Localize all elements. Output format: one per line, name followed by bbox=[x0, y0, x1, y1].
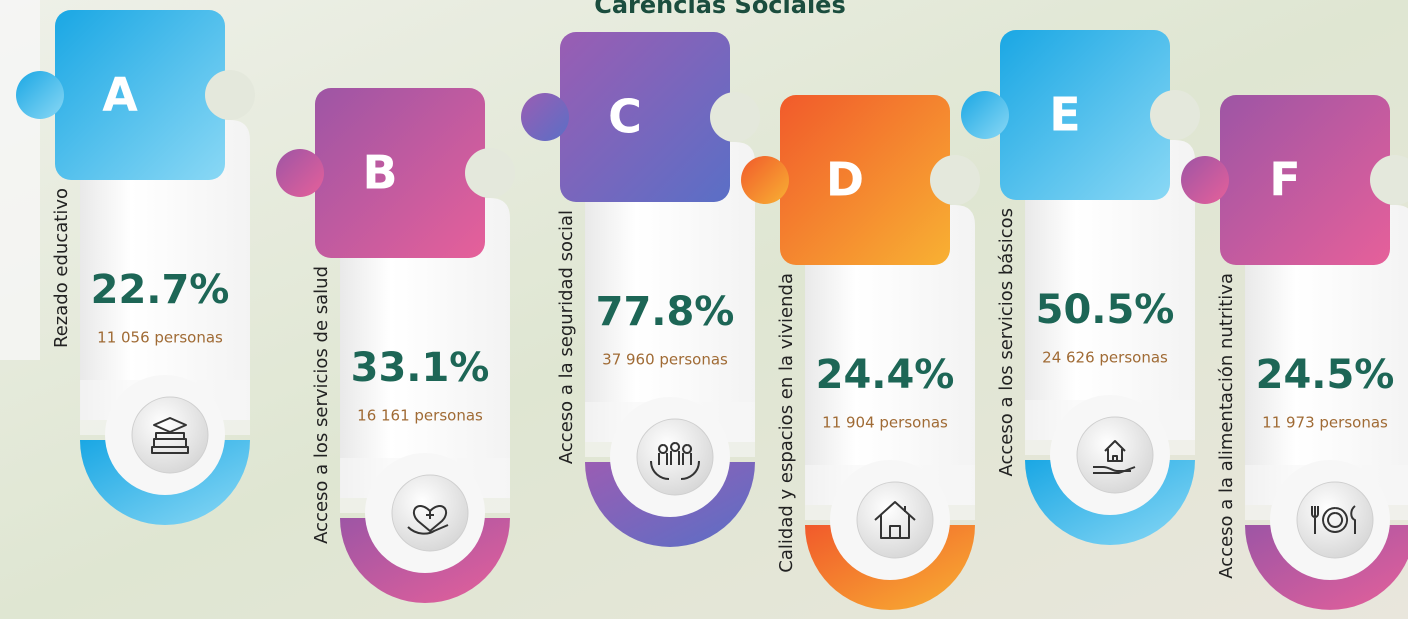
item-label: Acceso a la alimentación nutritiva bbox=[1216, 273, 1237, 579]
item-percent: 24.4% bbox=[816, 352, 955, 398]
item-people: 24 626 personas bbox=[1042, 349, 1168, 367]
card: B Acceso a los servicios de salud 33.1% 16 … bbox=[276, 88, 515, 603]
puzzle-knob bbox=[961, 91, 1009, 139]
puzzle-letter: A bbox=[102, 68, 138, 122]
item-label: Acceso a los servicios básicos bbox=[996, 208, 1017, 476]
puzzle-notch bbox=[205, 70, 255, 120]
puzzle-notch bbox=[930, 155, 980, 205]
icon-circle bbox=[857, 482, 933, 558]
puzzle-piece bbox=[560, 32, 730, 202]
puzzle-knob bbox=[16, 71, 64, 119]
item-percent: 33.1% bbox=[351, 345, 490, 391]
puzzle-letter: E bbox=[1049, 88, 1080, 142]
title: Carencias Sociales bbox=[594, 0, 846, 19]
item-percent: 77.8% bbox=[596, 289, 735, 335]
item-percent: 24.5% bbox=[1256, 352, 1395, 398]
puzzle-notch bbox=[1150, 90, 1200, 140]
puzzle-knob bbox=[741, 156, 789, 204]
item-label: Calidad y espacios en la vivienda bbox=[776, 273, 797, 573]
item-people: 37 960 personas bbox=[602, 351, 728, 369]
icon-circle bbox=[132, 397, 208, 473]
card: E Acceso a los servicios básicos 50.5% 24 6… bbox=[961, 30, 1200, 545]
puzzle-piece bbox=[1000, 30, 1170, 200]
puzzle-letter: F bbox=[1269, 153, 1300, 207]
puzzle-letter: C bbox=[608, 90, 642, 144]
item-percent: 50.5% bbox=[1036, 287, 1175, 333]
puzzle-knob bbox=[276, 149, 324, 197]
icon-circle bbox=[1297, 482, 1373, 558]
item-people: 11 973 personas bbox=[1262, 414, 1388, 432]
icon-circle bbox=[637, 419, 713, 495]
item-label: Acceso a la seguridad social bbox=[556, 210, 577, 464]
puzzle-letter: B bbox=[362, 146, 397, 200]
puzzle-notch bbox=[710, 92, 760, 142]
puzzle-piece bbox=[1220, 95, 1390, 265]
infographic: Carencias Sociales A Rezado educativo 22.7… bbox=[0, 0, 1408, 619]
puzzle-notch bbox=[465, 148, 515, 198]
puzzle-piece bbox=[780, 95, 950, 265]
item-label: Rezado educativo bbox=[51, 188, 72, 348]
puzzle-piece bbox=[55, 10, 225, 180]
card: D Calidad y espacios en la vivienda 24.4% 1… bbox=[741, 95, 980, 610]
puzzle-knob bbox=[521, 93, 569, 141]
puzzle-letter: D bbox=[826, 153, 864, 207]
item-people: 11 904 personas bbox=[822, 414, 948, 432]
item-people: 11 056 personas bbox=[97, 329, 223, 347]
puzzle-piece bbox=[315, 88, 485, 258]
background-wall bbox=[0, 0, 40, 360]
item-percent: 22.7% bbox=[91, 267, 230, 313]
page: {"title": "Carencias Sociales", "items":… bbox=[0, 0, 1408, 619]
card: F Acceso a la alimentación nutritiva 24.5%… bbox=[1181, 95, 1408, 610]
item-label: Acceso a los servicios de salud bbox=[311, 266, 332, 544]
item-people: 16 161 personas bbox=[357, 407, 483, 425]
puzzle-knob bbox=[1181, 156, 1229, 204]
